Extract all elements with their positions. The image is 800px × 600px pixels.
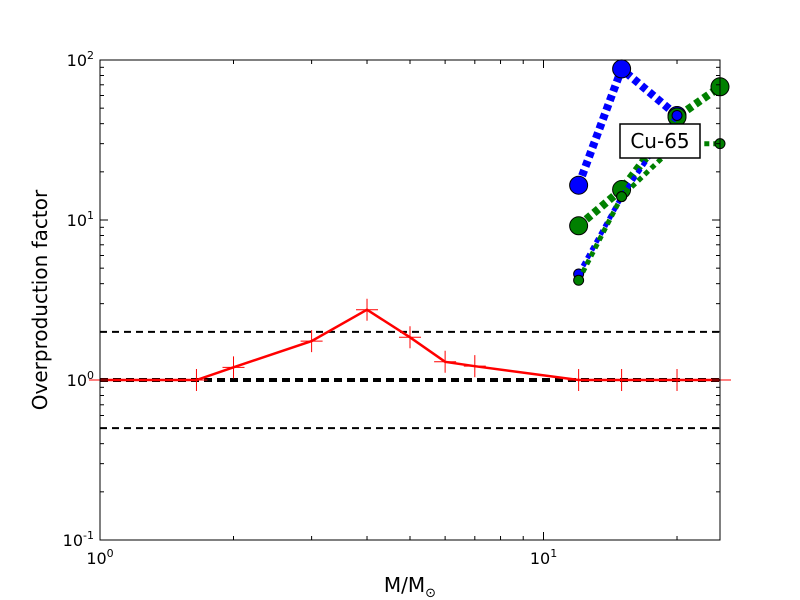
x-tick-label-0: 100 <box>86 547 113 568</box>
series-0-point-3 <box>300 330 323 353</box>
series-0-point-2 <box>222 356 245 379</box>
y-tick-label-1-exp: 0 <box>87 369 94 382</box>
series-1-point-1 <box>612 59 632 79</box>
x-tick-label-1-exp: 1 <box>550 547 557 560</box>
y-tick-label-0: 10-1 <box>63 529 94 550</box>
series-0-point-4 <box>356 298 379 321</box>
x-tick-label-0-exp: 0 <box>107 547 114 560</box>
series-0-point-10 <box>666 369 689 391</box>
plot-background <box>100 60 720 540</box>
y-tick-label-2-base: 10 <box>67 211 87 230</box>
y-tick-label-0-exp: -1 <box>83 529 94 542</box>
y-axis-label: Overproduction factor <box>28 189 52 410</box>
series-0-point-8 <box>567 369 590 391</box>
y-tick-label-2: 101 <box>67 209 94 230</box>
series-0-point-1 <box>185 369 208 391</box>
annotation-frame <box>619 123 701 159</box>
x-tick-label-1: 101 <box>530 547 557 568</box>
y-tick-label-0-base: 10 <box>63 531 83 550</box>
series-4-point-0 <box>573 274 585 286</box>
y-tick-label-3-exp: 2 <box>87 49 94 62</box>
x-tick-label-1-base: 10 <box>530 549 550 568</box>
series-0-point-5 <box>399 326 421 349</box>
y-tick-label-1-base: 10 <box>67 371 87 390</box>
series-2-point-0 <box>569 216 589 236</box>
annotation-label: Cu-65 <box>630 129 689 153</box>
x-axis-label-main: M/M <box>384 573 425 597</box>
y-tick-label-1: 100 <box>67 369 94 390</box>
series-1-point-0 <box>569 175 589 195</box>
x-axis-label: M/M⊙ <box>384 573 436 600</box>
y-tick-label-2-exp: 1 <box>87 209 94 222</box>
annotation-box: Cu-65 <box>619 123 701 159</box>
series-0-point-7 <box>463 355 486 378</box>
y-tick-label-3: 102 <box>67 49 94 70</box>
y-tick-label-3-base: 10 <box>67 51 87 70</box>
x-axis-label-sub: ⊙ <box>425 586 436 600</box>
x-tick-label-0-base: 10 <box>86 549 106 568</box>
series-0-point-6 <box>434 350 457 373</box>
reference-lines <box>100 330 720 430</box>
series-3-point-2 <box>671 109 683 121</box>
series-4-point-1 <box>616 191 628 203</box>
series-0-point-9 <box>610 369 633 391</box>
